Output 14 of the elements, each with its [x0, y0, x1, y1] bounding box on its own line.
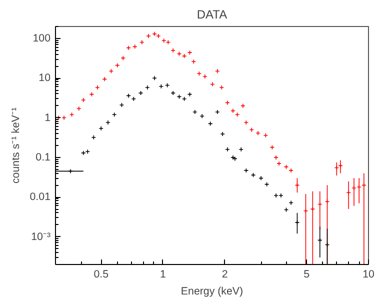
y-tick-label: 100: [32, 32, 51, 44]
x-tick-label: 2: [222, 268, 228, 280]
x-tick-label: 0.5: [94, 268, 109, 280]
y-axis-title: counts s⁻¹ keV⁻¹: [10, 106, 22, 184]
y-tick-label: 10: [38, 72, 51, 84]
y-tick-label: 10⁻³: [31, 230, 51, 243]
x-tick-label: 1: [160, 268, 166, 280]
x-tick-label: 5: [304, 268, 310, 280]
y-tick-label: 0.01: [30, 191, 51, 204]
chart-title: DATA: [196, 8, 228, 22]
x-tick-label: 10: [362, 268, 374, 280]
y-tick-label: 0.1: [36, 151, 51, 164]
y-tick-label: 1: [44, 112, 51, 124]
x-axis-title: Energy (keV): [180, 286, 244, 298]
